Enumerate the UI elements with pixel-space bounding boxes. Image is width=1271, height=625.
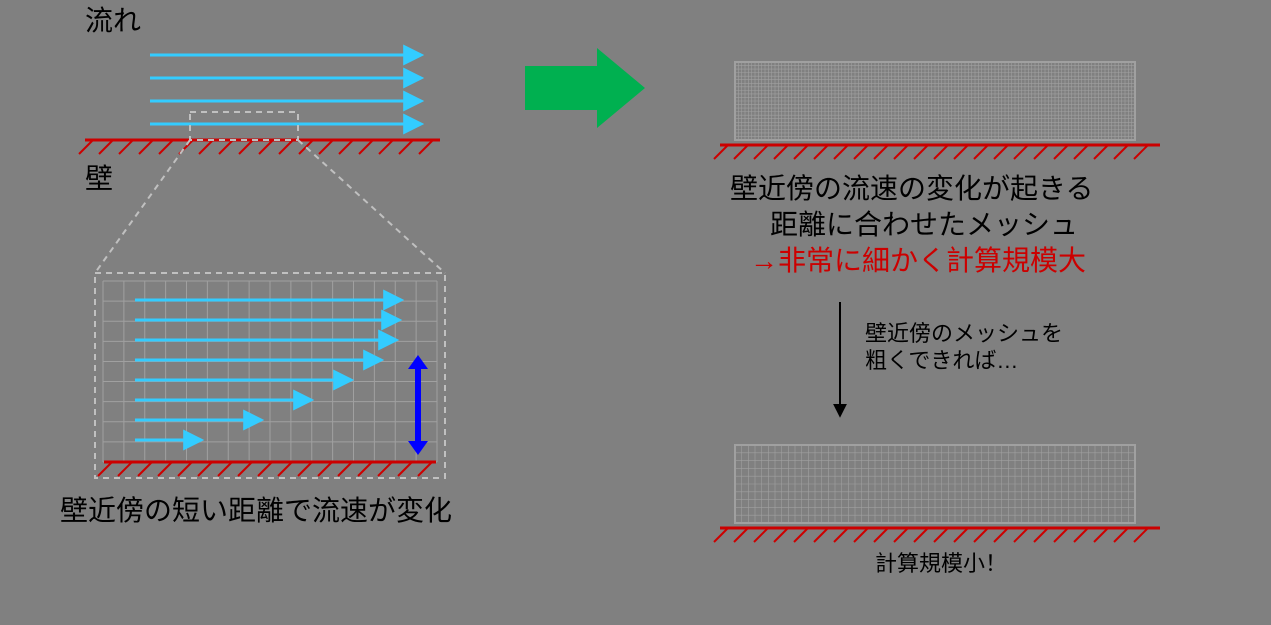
wall-hatch bbox=[774, 145, 788, 159]
callout-line bbox=[95, 140, 190, 273]
wall-hatch bbox=[138, 462, 152, 476]
wall-hatch bbox=[119, 140, 133, 154]
wall-hatch bbox=[319, 140, 333, 154]
wall-hatch bbox=[994, 145, 1008, 159]
wall-hatch bbox=[714, 145, 728, 159]
wall-hatch bbox=[278, 462, 292, 476]
wall-hatch bbox=[814, 145, 828, 159]
wall-hatch bbox=[734, 145, 748, 159]
wall-hatch bbox=[1054, 528, 1068, 542]
zoom-source-box bbox=[190, 112, 298, 140]
wall-hatch bbox=[378, 462, 392, 476]
wall-hatch bbox=[358, 462, 372, 476]
wall-hatch bbox=[259, 140, 273, 154]
wall-hatch bbox=[1074, 145, 1088, 159]
wall-hatch bbox=[934, 528, 948, 542]
wall-hatch bbox=[1094, 528, 1108, 542]
right-caption-line1: 壁近傍の流速の変化が起きる bbox=[730, 173, 1093, 204]
wall-hatch bbox=[994, 528, 1008, 542]
wall-hatch bbox=[854, 145, 868, 159]
wall-hatch bbox=[158, 462, 172, 476]
wall-hatch bbox=[894, 528, 908, 542]
wall-hatch bbox=[1134, 145, 1148, 159]
down-arrow-label1: 壁近傍のメッシュを bbox=[865, 321, 1063, 346]
wall-hatch bbox=[199, 140, 213, 154]
wall-hatch bbox=[118, 462, 132, 476]
wall-hatch bbox=[794, 528, 808, 542]
wall-hatch bbox=[418, 462, 432, 476]
wall-hatch bbox=[419, 140, 433, 154]
wall-hatch bbox=[894, 145, 908, 159]
right-caption-line2: 距離に合わせたメッシュ bbox=[770, 209, 1078, 240]
wall-hatch bbox=[1134, 528, 1148, 542]
wall-hatch bbox=[159, 140, 173, 154]
wall-hatch bbox=[139, 140, 153, 154]
wall-hatch bbox=[774, 528, 788, 542]
wall-hatch bbox=[1014, 528, 1028, 542]
wall-hatch bbox=[954, 528, 968, 542]
wall-hatch bbox=[98, 462, 112, 476]
wall-hatch bbox=[974, 145, 988, 159]
wall-hatch bbox=[379, 140, 393, 154]
wall-hatch bbox=[398, 462, 412, 476]
wall-hatch bbox=[754, 528, 768, 542]
down-arrow-label2: 粗くできれば… bbox=[865, 348, 1018, 373]
wall-hatch bbox=[1034, 145, 1048, 159]
wall-title-label: 壁 bbox=[85, 163, 113, 194]
wall-hatch bbox=[734, 528, 748, 542]
big-green-arrow bbox=[525, 48, 645, 128]
wall-hatch bbox=[238, 462, 252, 476]
wall-hatch bbox=[714, 528, 728, 542]
blue-arrow-head-down bbox=[408, 441, 428, 455]
wall-hatch bbox=[1094, 145, 1108, 159]
wall-hatch bbox=[79, 140, 93, 154]
wall-hatch bbox=[1074, 528, 1088, 542]
wall-hatch bbox=[178, 462, 192, 476]
flow-title-label: 流れ bbox=[85, 5, 141, 36]
wall-hatch bbox=[834, 528, 848, 542]
wall-hatch bbox=[1054, 145, 1068, 159]
wall-hatch bbox=[794, 145, 808, 159]
wall-hatch bbox=[338, 462, 352, 476]
wall-hatch bbox=[1014, 145, 1028, 159]
wall-hatch bbox=[834, 145, 848, 159]
bottom-caption: 計算規模小！ bbox=[875, 551, 1007, 576]
wall-hatch bbox=[279, 140, 293, 154]
wall-hatch bbox=[874, 145, 888, 159]
wall-hatch bbox=[954, 145, 968, 159]
wall-hatch bbox=[298, 462, 312, 476]
wall-hatch bbox=[258, 462, 272, 476]
wall-hatch bbox=[914, 145, 928, 159]
wall-hatch bbox=[1114, 145, 1128, 159]
wall-hatch bbox=[359, 140, 373, 154]
wall-hatch bbox=[1034, 528, 1048, 542]
wall-hatch bbox=[318, 462, 332, 476]
wall-hatch bbox=[754, 145, 768, 159]
wall-hatch bbox=[218, 462, 232, 476]
wall-hatch bbox=[198, 462, 212, 476]
wall-hatch bbox=[239, 140, 253, 154]
wall-hatch bbox=[934, 145, 948, 159]
wall-hatch bbox=[914, 528, 928, 542]
wall-hatch bbox=[854, 528, 868, 542]
wall-hatch bbox=[814, 528, 828, 542]
callout-line bbox=[298, 140, 445, 273]
wall-hatch bbox=[219, 140, 233, 154]
diagram-canvas: 流れ壁壁近傍の短い距離で流速が変化 壁近傍の流速の変化が起きる距離に合わせたメッシ… bbox=[0, 0, 1271, 625]
blue-arrow-head-up bbox=[408, 355, 428, 369]
wall-hatch bbox=[339, 140, 353, 154]
right-caption-line3: →非常に細かく計算規模大 bbox=[750, 245, 1086, 276]
wall-hatch bbox=[874, 528, 888, 542]
wall-hatch bbox=[399, 140, 413, 154]
wall-hatch bbox=[99, 140, 113, 154]
wall-hatch bbox=[1114, 528, 1128, 542]
zoom-caption: 壁近傍の短い距離で流速が変化 bbox=[60, 495, 452, 526]
wall-hatch bbox=[974, 528, 988, 542]
